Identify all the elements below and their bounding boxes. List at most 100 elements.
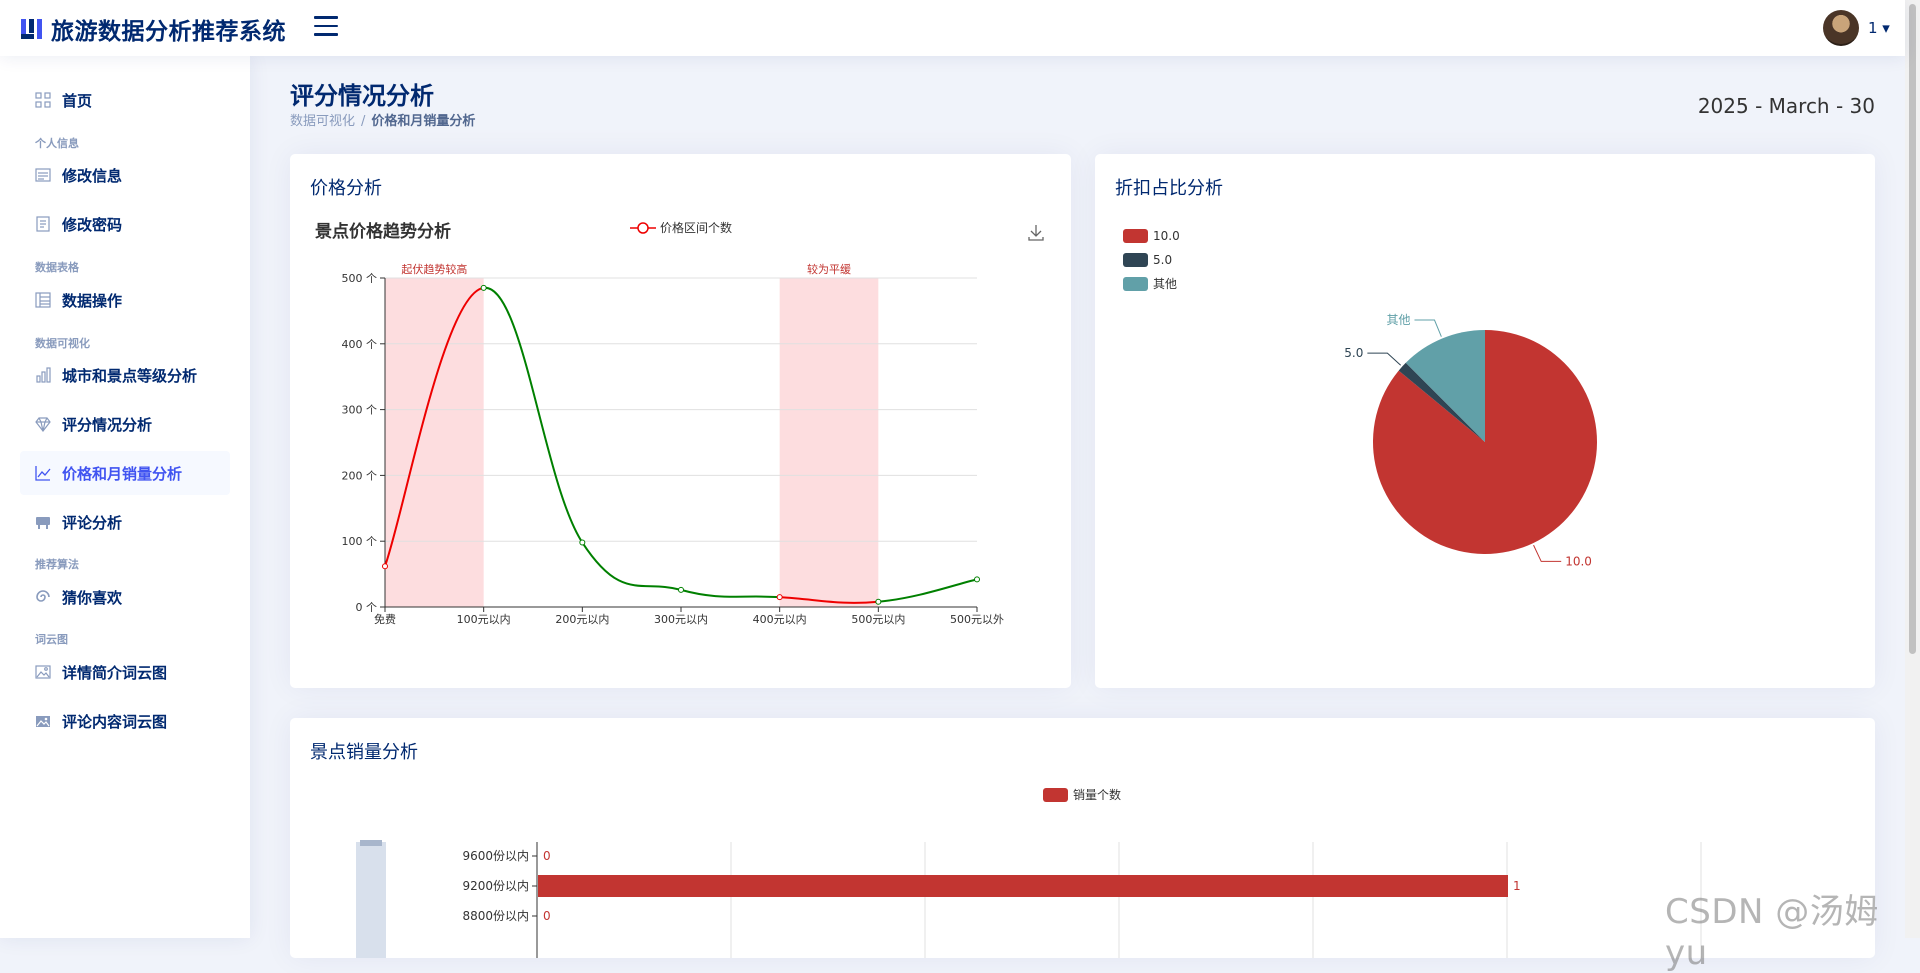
scrollbar-thumb[interactable]: [1909, 4, 1916, 654]
legend-label: 销量个数: [1073, 787, 1121, 802]
logo-icon: [21, 19, 42, 39]
legend-label: 10.0: [1153, 229, 1180, 243]
logo[interactable]: 旅游数据分析推荐系统: [19, 12, 286, 46]
breadcrumb-separator: /: [361, 114, 366, 129]
line-segment: [384, 286, 484, 567]
sidebar-item-price-sales[interactable]: 价格和月销量分析: [20, 451, 230, 495]
label-leader-line: [1367, 352, 1402, 366]
line-segment: [680, 588, 780, 599]
sidebar-item-label: 价格和月销量分析: [62, 464, 183, 483]
breadcrumb-current: 价格和月销量分析: [371, 114, 476, 129]
legend-label: 5.0: [1153, 253, 1172, 267]
data-point[interactable]: [776, 594, 783, 601]
data-point[interactable]: [974, 576, 980, 583]
current-date: 2025 - March - 30: [1697, 94, 1875, 118]
sidebar-item-label: 修改密码: [62, 215, 123, 234]
bar-value-label: 1: [1513, 879, 1521, 893]
sidebar-item-rating[interactable]: 评分情况分析: [20, 402, 230, 446]
images-icon: [34, 712, 52, 730]
data-point[interactable]: [382, 563, 388, 570]
sidebar-item-label: 详情简介词云图: [62, 663, 168, 682]
legend-item[interactable]: 其他: [1123, 277, 1177, 291]
breadcrumb: 数据可视化 / 价格和月销量分析: [290, 110, 475, 129]
data-point[interactable]: [678, 586, 684, 593]
legend-item[interactable]: 10.0: [1123, 229, 1180, 243]
mark-area-label: 较为平缓: [807, 262, 851, 276]
sidebar-item-label: 评论内容词云图: [62, 712, 168, 731]
card-title: 景点销量分析: [310, 742, 418, 763]
x-tick-label: 500元以外: [950, 613, 1004, 626]
bar[interactable]: [538, 875, 1508, 897]
datazoom-handle[interactable]: [360, 840, 382, 846]
sidebar-item-data-ops[interactable]: 数据操作: [20, 278, 230, 322]
avatar[interactable]: [1823, 10, 1859, 46]
legend-swatch: [1123, 253, 1148, 267]
line-segment: [878, 578, 978, 603]
sidebar-item-home[interactable]: 首页: [20, 78, 230, 122]
sidebar-item-city-level[interactable]: 城市和景点等级分析: [20, 353, 230, 397]
pie-label: 5.0: [1344, 346, 1363, 360]
datazoom-slider[interactable]: [356, 840, 386, 958]
pie-label: 其他: [1386, 313, 1410, 327]
x-tick-label: 400元以内: [753, 612, 807, 626]
price-analysis-card: 价格分析 景点价格趋势分析 价格区间个数 起伏趋势较高 较为平缓 0 个 100 个…: [290, 154, 1071, 688]
pie-slice[interactable]: [1405, 330, 1485, 442]
y-tick-label: 500 个: [342, 272, 378, 285]
sidebar-item-intro-cloud[interactable]: 详情简介词云图: [20, 650, 230, 694]
y-tick-label: 300 个: [342, 404, 378, 417]
sidebar-item-label: 猜你喜欢: [62, 588, 123, 607]
sidebar-item-edit-info[interactable]: 修改信息: [20, 153, 230, 197]
sidebar-item-label: 首页: [62, 91, 93, 110]
chart-title: 景点价格趋势分析: [315, 221, 451, 242]
mark-area-label: 起伏趋势较高: [401, 262, 467, 276]
pie-label: 10.0: [1565, 554, 1592, 568]
legend-label: 其他: [1153, 277, 1177, 291]
nav-heading-viz: 数据可视化: [35, 337, 90, 350]
legend-item[interactable]: 价格区间个数: [630, 220, 732, 235]
legend-item[interactable]: 5.0: [1123, 253, 1172, 267]
label-leader-line: [1414, 319, 1442, 337]
watermark: CSDN @汤姆yu: [1665, 892, 1879, 973]
download-icon[interactable]: [1028, 225, 1044, 241]
image-icon: [34, 663, 52, 681]
nav-heading-algo: 推荐算法: [35, 558, 79, 571]
data-point[interactable]: [480, 284, 487, 291]
pie-slice[interactable]: [1398, 362, 1485, 442]
data-point[interactable]: [579, 539, 586, 546]
datazoom-track[interactable]: [356, 842, 386, 958]
line-chart-icon: [34, 464, 52, 482]
x-tick-label: 100元以内: [457, 612, 511, 626]
discount-pie-chart: 10.0 5.0 其他 10.0 5.0 其他: [1123, 229, 1597, 568]
user-menu-dropdown[interactable]: 1 ▾: [1868, 19, 1890, 37]
bar-value-label: 0: [543, 909, 551, 923]
legend-item[interactable]: 销量个数: [1043, 787, 1121, 802]
bar-value-label: 0: [543, 849, 551, 863]
x-tick-label: 200元以内: [555, 612, 609, 626]
sidebar-item-comments[interactable]: 评论分析: [20, 500, 230, 544]
page-scrollbar[interactable]: [1905, 0, 1920, 938]
sales-analysis-card: 景点销量分析 销量个数 9600份以内 9200份以内 8800份以内 0 1 0: [290, 718, 1875, 958]
y-tick-label: 400 个: [342, 338, 378, 351]
sidebar-item-guess[interactable]: 猜你喜欢: [20, 575, 230, 619]
line-segment: [581, 541, 682, 591]
bar-chart-icon: [34, 366, 52, 384]
sidebar: 首页 个人信息 修改信息 修改密码 数据表格 数据操作 数据可视化 城市和景点等…: [0, 56, 250, 938]
sales-bar-chart: 销量个数 9600份以内 9200份以内 8800份以内 0 1 0: [356, 787, 1702, 958]
y-tick-label: 200 个: [342, 469, 378, 482]
mark-area: [385, 278, 484, 607]
x-tick-label: 免费: [374, 612, 396, 626]
legend-swatch: [1043, 788, 1068, 802]
menu-toggle-icon[interactable]: [314, 16, 338, 38]
sidebar-item-edit-password[interactable]: 修改密码: [20, 202, 230, 246]
grid-icon: [34, 91, 52, 109]
label-leader-line: [1533, 544, 1562, 562]
breadcrumb-parent-link[interactable]: 数据可视化: [290, 114, 356, 129]
nav-heading-tables: 数据表格: [35, 261, 79, 274]
sidebar-item-comment-cloud[interactable]: 评论内容词云图: [20, 699, 230, 743]
nav-heading-personal: 个人信息: [35, 137, 79, 150]
x-tick-label: 500元以内: [851, 612, 905, 626]
legend-label: 价格区间个数: [660, 220, 732, 235]
line-segment: [483, 286, 584, 544]
data-point[interactable]: [875, 598, 882, 605]
easel-icon: [34, 513, 52, 531]
